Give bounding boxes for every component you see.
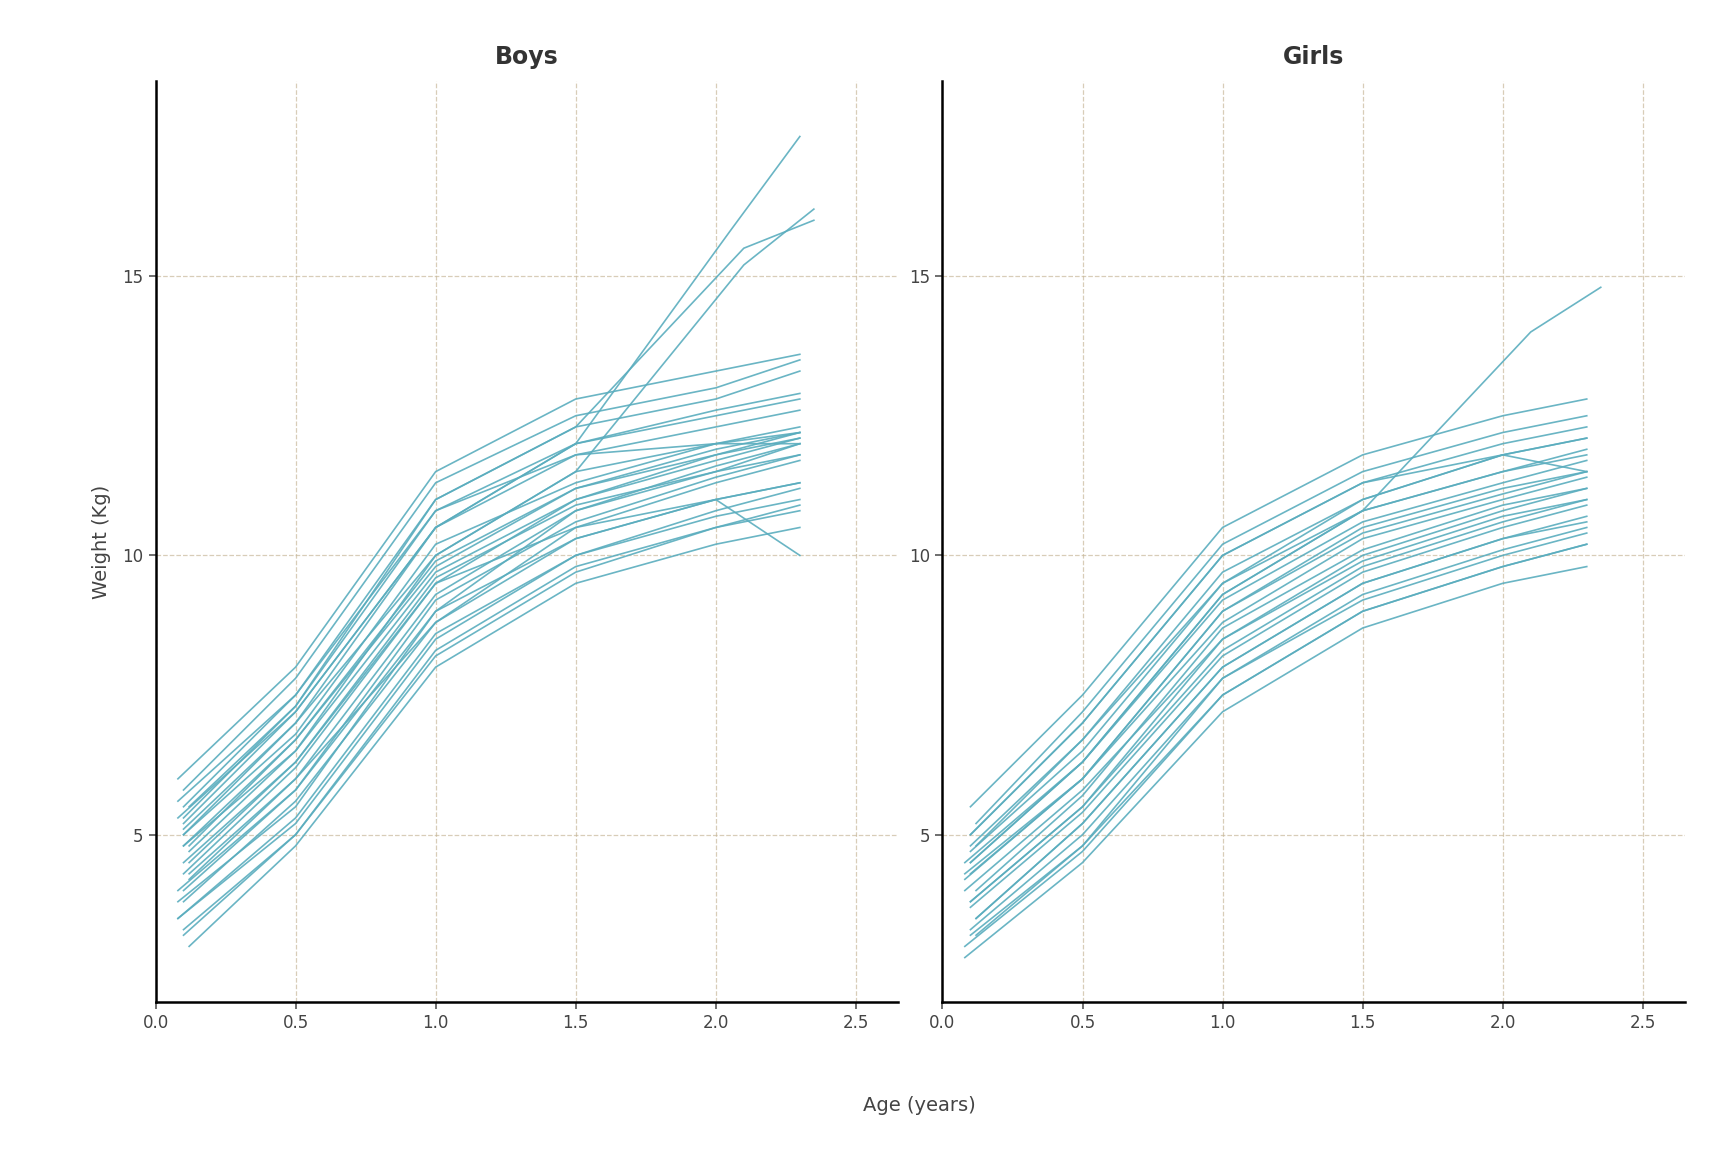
Y-axis label: Weight (Kg): Weight (Kg) bbox=[93, 484, 112, 599]
Title: Boys: Boys bbox=[494, 45, 558, 69]
Title: Girls: Girls bbox=[1282, 45, 1344, 69]
Text: Age (years): Age (years) bbox=[862, 1097, 976, 1115]
